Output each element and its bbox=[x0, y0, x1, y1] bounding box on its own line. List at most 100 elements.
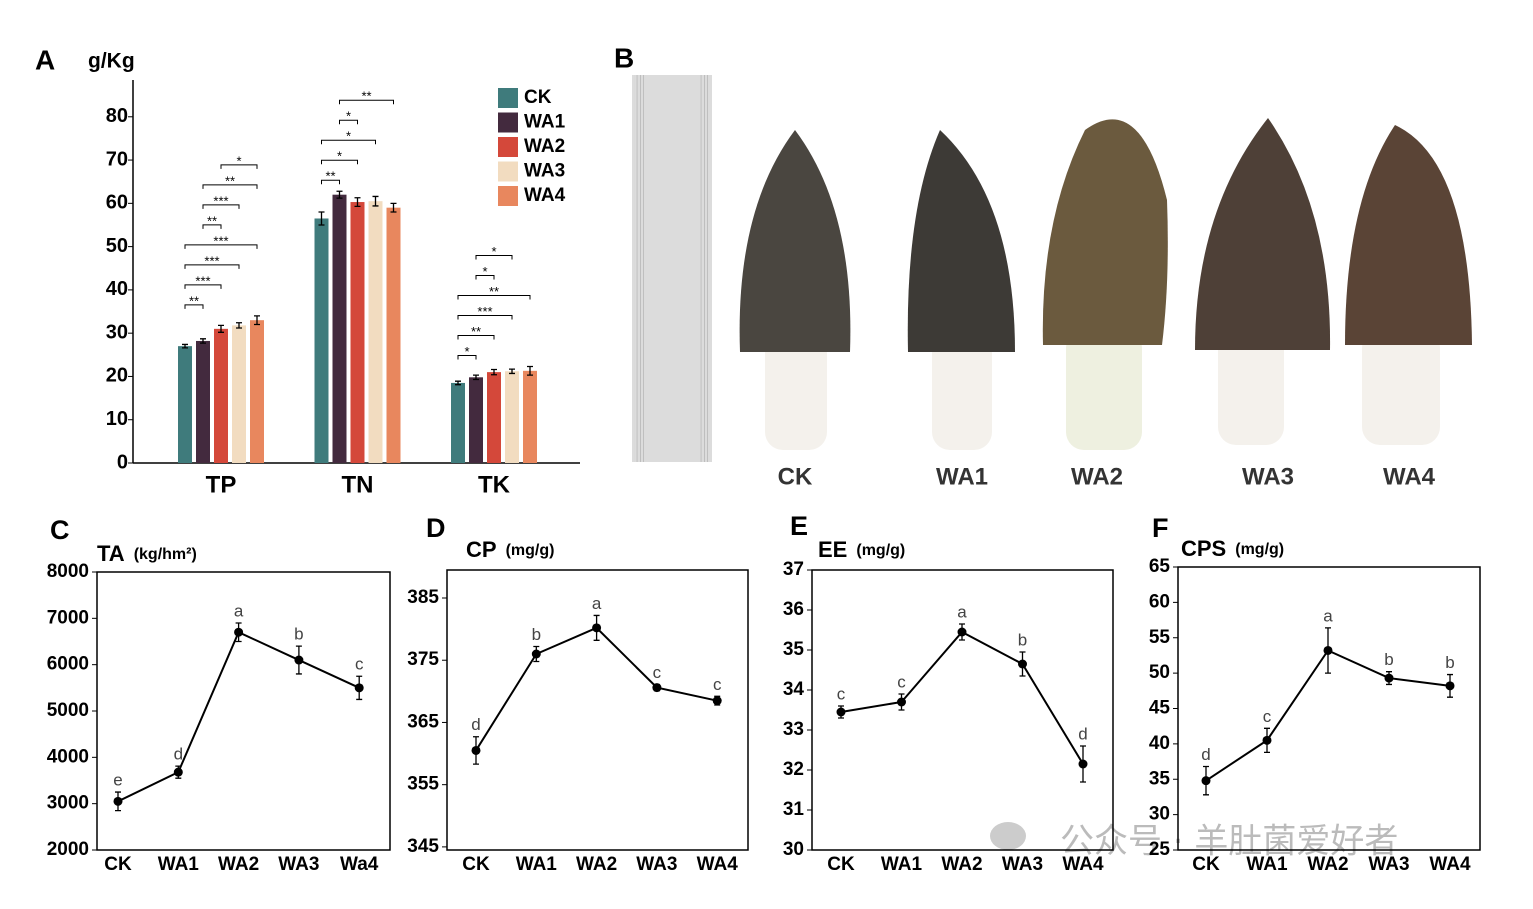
significance-label: ** bbox=[207, 213, 217, 228]
error-bar bbox=[254, 315, 260, 326]
significance-bracket bbox=[202, 184, 258, 189]
y-tick-label: 3000 bbox=[47, 793, 89, 814]
significance-letter: b bbox=[1018, 630, 1027, 649]
bar bbox=[368, 201, 383, 463]
significance-label: * bbox=[346, 129, 351, 144]
significance-letter: b bbox=[532, 625, 541, 644]
photo-label: CK bbox=[778, 463, 813, 490]
significance-letter: c bbox=[713, 675, 722, 694]
y-tick-label: 50 bbox=[1149, 662, 1170, 683]
point bbox=[113, 796, 123, 806]
legend-label: CK bbox=[524, 87, 552, 108]
y-tick-label: 60 bbox=[106, 192, 128, 214]
significance-label: ** bbox=[189, 293, 199, 308]
significance-letter: d bbox=[174, 745, 183, 764]
legend-swatch bbox=[498, 186, 518, 206]
chart-unit: (mg/g) bbox=[506, 542, 555, 559]
significance-label: * bbox=[464, 344, 469, 359]
point bbox=[1078, 759, 1088, 769]
x-tick-label: WA1 bbox=[158, 854, 200, 875]
legend-label: WA1 bbox=[524, 112, 566, 133]
y-tick-label: 31 bbox=[783, 799, 805, 820]
legend-label: WA2 bbox=[524, 136, 565, 157]
x-tick-label: WA3 bbox=[1368, 854, 1409, 875]
line bbox=[117, 630, 360, 803]
y-tick-label: 20 bbox=[106, 365, 128, 387]
significance-bracket bbox=[202, 224, 222, 229]
significance-bracket bbox=[321, 179, 340, 185]
bar bbox=[232, 325, 246, 463]
significance-label: * bbox=[337, 149, 342, 164]
significance-bracket bbox=[184, 304, 204, 309]
x-tick-label: WA2 bbox=[576, 854, 617, 875]
significance-letter: a bbox=[957, 602, 967, 621]
significance-letter: c bbox=[897, 672, 906, 691]
y-tick-label: 6000 bbox=[47, 654, 89, 675]
x-tick-label: TP bbox=[206, 471, 237, 498]
x-tick-label: WA2 bbox=[941, 854, 982, 875]
y-tick-label: 70 bbox=[106, 148, 128, 170]
significance-bracket bbox=[475, 254, 513, 260]
significance-letter: b bbox=[1384, 650, 1393, 669]
significance-bracket bbox=[220, 164, 258, 169]
error-bar bbox=[372, 195, 379, 207]
x-tick-label: WA3 bbox=[636, 854, 677, 875]
y-tick-label: 60 bbox=[1149, 591, 1170, 612]
chart-unit: (mg/g) bbox=[1235, 541, 1284, 558]
significance-letter: d bbox=[1078, 724, 1087, 743]
x-tick-label: WA1 bbox=[881, 854, 923, 875]
significance-bracket bbox=[184, 244, 258, 249]
error-bar bbox=[236, 322, 242, 329]
line bbox=[840, 630, 1084, 765]
point bbox=[1201, 776, 1211, 786]
point bbox=[354, 683, 364, 693]
significance-letter: b bbox=[1445, 653, 1454, 672]
x-tick-label: WA3 bbox=[278, 854, 319, 875]
point bbox=[592, 623, 602, 633]
point bbox=[471, 745, 481, 755]
plot-frame bbox=[446, 569, 749, 851]
error-bar bbox=[218, 324, 224, 333]
significance-bracket bbox=[184, 284, 222, 289]
y-tick-label: 55 bbox=[1149, 627, 1171, 648]
ruler-photo bbox=[632, 75, 712, 462]
error-bar bbox=[336, 190, 343, 199]
y-tick-label: 2000 bbox=[47, 839, 89, 860]
bar bbox=[196, 340, 210, 463]
x-tick-label: CK bbox=[462, 854, 490, 875]
watermark: 公众号 · 羊肚菌爱好者 bbox=[990, 822, 1398, 862]
y-tick-label: 35 bbox=[783, 639, 805, 660]
photo-label: WA1 bbox=[936, 463, 988, 490]
significance-label: * bbox=[236, 153, 241, 168]
y-tick-label: 35 bbox=[1149, 768, 1171, 789]
point bbox=[1262, 735, 1272, 745]
point bbox=[957, 627, 967, 637]
plot-frame bbox=[96, 571, 391, 851]
bar bbox=[350, 202, 365, 463]
photo-label: WA4 bbox=[1383, 463, 1436, 490]
y-tick-label: 32 bbox=[783, 759, 804, 780]
chart-title: EE bbox=[818, 537, 847, 562]
bar bbox=[178, 346, 192, 463]
legend-label: WA4 bbox=[524, 185, 566, 206]
legend-swatch bbox=[498, 88, 518, 108]
y-tick-label: 10 bbox=[106, 408, 128, 430]
significance-letter: c bbox=[653, 663, 662, 682]
y-tick-label: 365 bbox=[407, 711, 439, 732]
chart-title: TA bbox=[97, 541, 125, 566]
error-bar bbox=[455, 380, 461, 386]
point bbox=[1323, 645, 1333, 655]
legend-swatch bbox=[498, 137, 518, 157]
y-tick-label: 65 bbox=[1149, 556, 1171, 577]
significance-letter: c bbox=[355, 655, 364, 674]
significance-label: ** bbox=[489, 284, 499, 299]
error-bar bbox=[182, 343, 188, 349]
plot-frame bbox=[811, 569, 1114, 851]
y-tick-label: 375 bbox=[407, 649, 439, 670]
x-tick-label: CK bbox=[1192, 854, 1220, 875]
x-tick-label: WA4 bbox=[1062, 854, 1104, 875]
significance-letter: a bbox=[234, 601, 244, 620]
bar bbox=[314, 218, 329, 463]
